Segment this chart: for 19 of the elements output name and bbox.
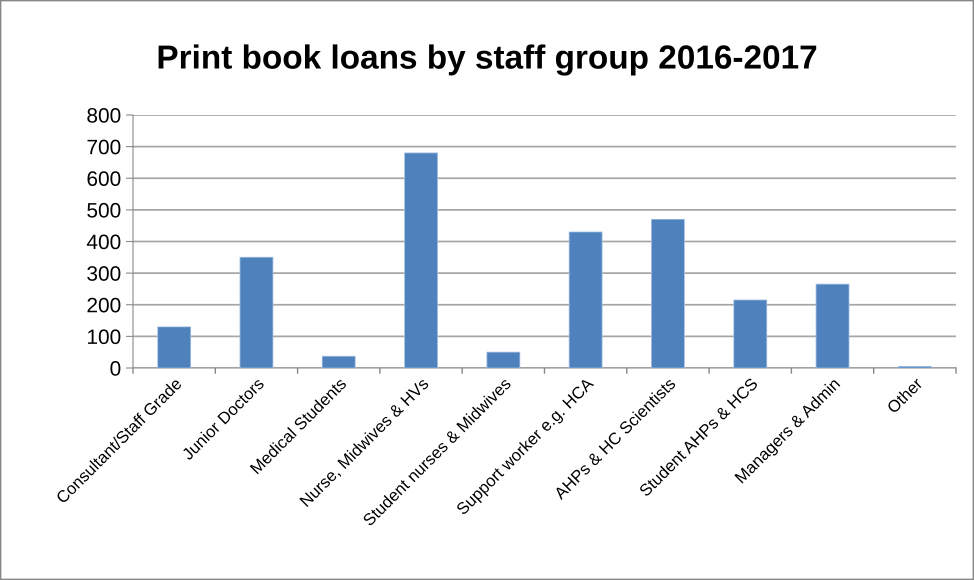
bar <box>733 300 768 368</box>
bar <box>568 232 603 368</box>
bar <box>322 356 356 368</box>
y-tick-label: 400 <box>86 234 120 250</box>
bar <box>240 256 274 368</box>
y-tick-label: 800 <box>87 108 120 123</box>
y-tick-label: 100 <box>88 329 120 344</box>
y-tick-label: 0 <box>110 361 120 376</box>
bar <box>816 284 850 368</box>
y-tick-label: 300 <box>87 266 120 281</box>
chart-title: Print book loans by staff group 2016-2017 <box>158 44 816 76</box>
bar <box>157 326 192 368</box>
bar <box>486 352 520 368</box>
y-tick-label: 200 <box>87 298 120 313</box>
bar <box>651 218 685 368</box>
y-tick-label: 700 <box>88 140 120 154</box>
bar <box>404 152 438 368</box>
y-tick-label: 600 <box>87 171 120 186</box>
y-tick-label: 500 <box>87 202 120 218</box>
